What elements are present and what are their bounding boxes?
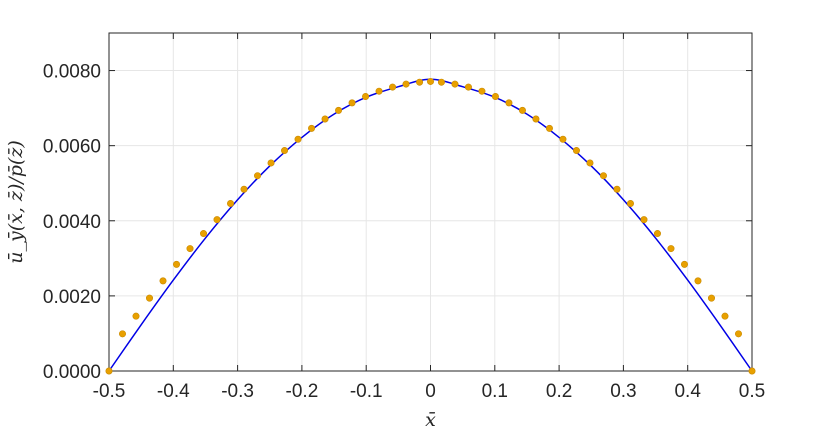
data-point (559, 135, 567, 143)
x-tick-label: 0.3 (610, 381, 636, 402)
data-point (586, 159, 594, 167)
data-point (132, 312, 140, 320)
data-point (200, 230, 208, 238)
data-point (478, 87, 486, 95)
data-point (402, 80, 410, 88)
data-point (464, 83, 472, 91)
data-point (416, 78, 424, 86)
data-point (281, 147, 289, 155)
x-tick-label: -0.2 (286, 381, 319, 402)
x-tick-label: 0.5 (739, 381, 765, 402)
data-point (599, 172, 607, 180)
data-point (173, 260, 181, 268)
x-tick-label: 0.4 (674, 381, 701, 402)
data-point (734, 330, 742, 338)
data-point (308, 124, 316, 132)
data-point (426, 77, 434, 85)
y-axis-label: ū_ȳ(x̄, z̄)/p̄(z̄) (5, 140, 27, 264)
x-tick-label: -0.3 (221, 381, 254, 402)
x-axis-label: x̄ (425, 409, 436, 431)
axis-ticks: -0.5 -0.4 -0.3 -0.2 -0.1 0 0.1 0.2 0.3 0.4 0.5 0.00… (43, 33, 765, 402)
data-point (213, 216, 221, 224)
data-point (667, 245, 675, 253)
data-point (362, 92, 370, 100)
data-point (653, 230, 661, 238)
data-point (159, 277, 167, 285)
data-point (294, 135, 302, 143)
x-tick-label: -0.1 (350, 381, 383, 402)
data-point (532, 115, 540, 123)
y-tick-label: 0.0040 (43, 212, 101, 233)
data-point (748, 367, 756, 375)
data-point (491, 92, 499, 100)
y-tick-label: 0.0060 (43, 137, 101, 158)
data-point (105, 367, 113, 375)
x-tick-label: -0.5 (93, 381, 126, 402)
data-point (707, 294, 715, 302)
data-point (240, 185, 248, 193)
data-point (626, 200, 634, 208)
data-point (186, 245, 194, 253)
data-point (119, 330, 127, 338)
x-tick-label: -0.4 (157, 381, 190, 402)
data-point (451, 80, 459, 88)
data-point (227, 200, 235, 208)
data-point (680, 260, 688, 268)
data-point (721, 312, 729, 320)
data-point (146, 294, 154, 302)
data-point (505, 99, 513, 107)
data-point (572, 147, 580, 155)
data-point (348, 99, 356, 107)
data-point (613, 185, 621, 193)
data-point (375, 87, 383, 95)
data-point (640, 216, 648, 224)
data-point (545, 124, 553, 132)
y-tick-label: 0.0020 (43, 287, 101, 308)
x-tick-label: 0.1 (482, 381, 508, 402)
data-point (321, 115, 329, 123)
data-point (694, 277, 702, 285)
data-point (518, 106, 526, 114)
data-point (267, 159, 275, 167)
data-point (335, 106, 343, 114)
data-point (254, 172, 262, 180)
x-tick-label: 0.2 (546, 381, 572, 402)
y-tick-label: 0.0000 (43, 362, 101, 383)
x-tick-label: 0 (425, 381, 436, 402)
data-point (437, 78, 445, 86)
y-tick-label: 0.0080 (43, 62, 101, 83)
series (105, 77, 756, 375)
data-point (389, 83, 397, 91)
